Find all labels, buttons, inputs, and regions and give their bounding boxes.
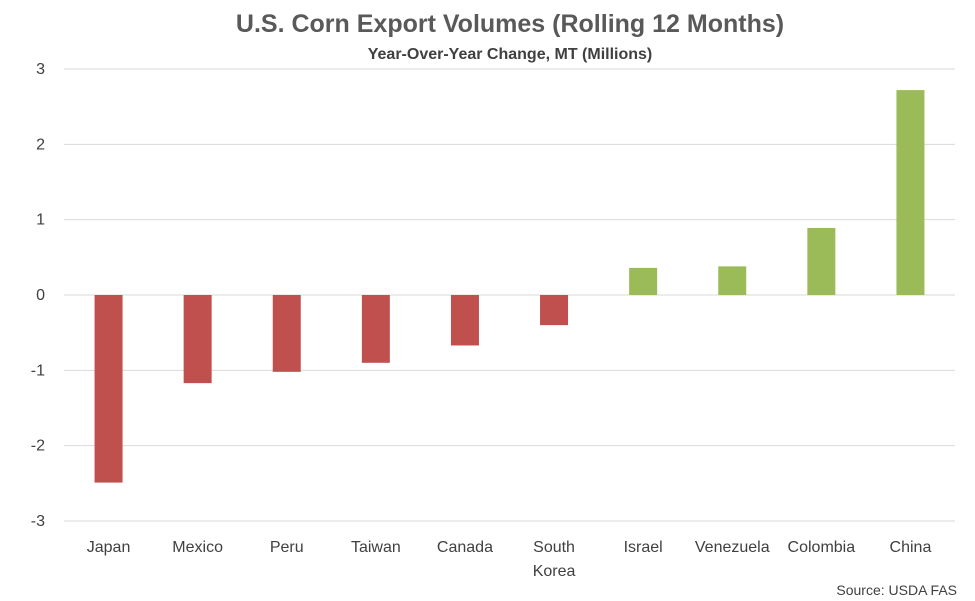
bars (94, 90, 925, 483)
x-category-label: Taiwan (351, 539, 401, 556)
x-category-label: Japan (87, 539, 131, 556)
chart-title: U.S. Corn Export Volumes (Rolling 12 Mon… (236, 10, 784, 38)
y-tick-label: 1 (36, 212, 45, 229)
x-category-label: Korea (533, 563, 576, 580)
bar-japan (94, 295, 123, 483)
chart-subtitle: Year-Over-Year Change, MT (Millions) (368, 46, 653, 63)
y-tick-label: 3 (36, 61, 45, 78)
y-tick-label: -3 (31, 513, 45, 530)
y-tick-label: -1 (31, 362, 45, 379)
x-category-label: Colombia (788, 539, 856, 556)
bar-china (896, 90, 925, 296)
y-tick-label: -2 (31, 438, 45, 455)
x-category-label: Mexico (172, 539, 223, 556)
bar-venezuela (718, 266, 747, 295)
bar-mexico (183, 295, 212, 384)
x-category-label: China (890, 539, 932, 556)
y-tick-label: 0 (36, 287, 45, 304)
y-tick-label: 2 (36, 136, 45, 153)
x-category-label: Israel (624, 539, 663, 556)
x-category-label: South (533, 539, 575, 556)
source-note: Source: USDA FAS (836, 582, 957, 598)
bar-taiwan (361, 295, 390, 363)
bar-canada (450, 295, 479, 346)
x-category-label: Venezuela (695, 539, 770, 556)
bar-south-korea (540, 295, 569, 326)
gridlines (64, 68, 955, 522)
bar-israel (629, 267, 658, 295)
x-category-label: Peru (270, 539, 304, 556)
x-category-label: Canada (437, 539, 493, 556)
bar-colombia (807, 227, 836, 295)
bar-peru (272, 295, 301, 372)
x-axis-labels: Japan Mexico Peru Taiwan Canada South Korea Isr… (87, 539, 932, 580)
y-axis-ticks: 3 2 1 0 -1 -2 -3 (31, 61, 45, 530)
